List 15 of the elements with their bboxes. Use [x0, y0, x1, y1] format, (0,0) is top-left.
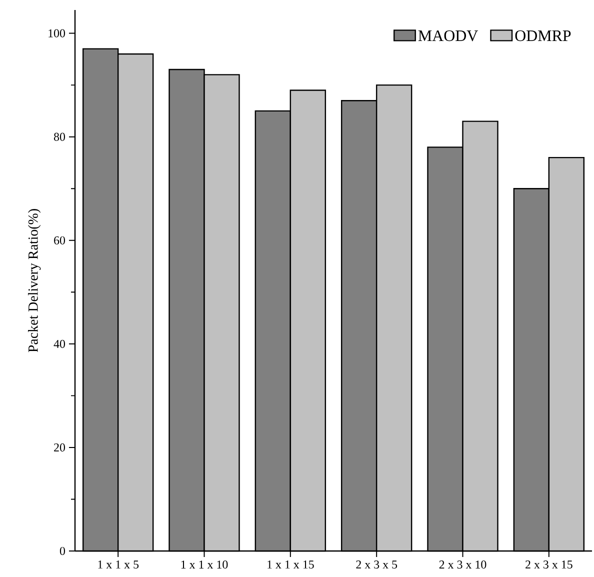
x-tick-label: 2 x 3 x 5 — [356, 560, 398, 569]
y-tick-label: 20 — [54, 443, 66, 452]
y-tick-label: 0 — [60, 546, 66, 556]
x-tick-label: 1 x 1 x 15 — [268, 560, 314, 569]
x-tick-label: 1 x 1 x 5 — [98, 560, 139, 569]
x-tick-label: 2 x 3 x 15 — [526, 560, 572, 569]
y-tick-label: 100 — [48, 29, 66, 38]
x-tick-label: 1 x 1 x 10 — [181, 560, 228, 569]
legend-label: MAODV — [418, 30, 478, 42]
legend-label: ODMRP — [515, 30, 571, 42]
y-tick-label: 40 — [54, 340, 66, 348]
y-tick-label: 80 — [54, 132, 66, 141]
y-axis-title: Packet Delivery Ratio(%) — [28, 209, 41, 352]
y-tick-label: 60 — [54, 236, 66, 244]
x-tick-label: 2 x 3 x 10 — [439, 560, 486, 569]
